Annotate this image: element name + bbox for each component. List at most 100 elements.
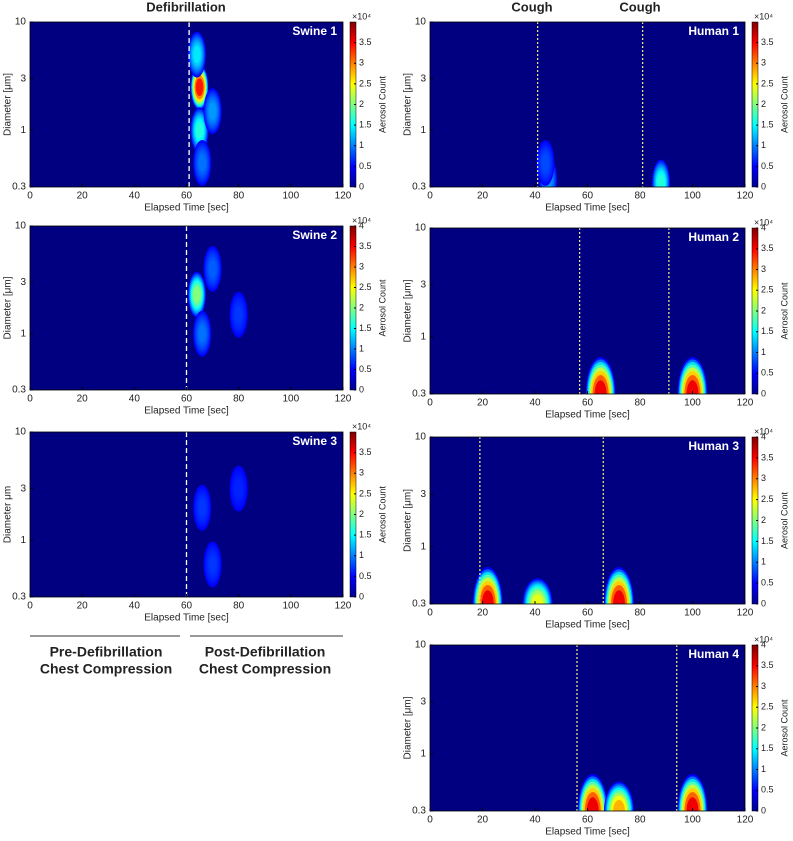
x-tick-label: 20 xyxy=(477,815,489,826)
x-tick-label: 0 xyxy=(427,608,433,619)
panel-title: Human 2 xyxy=(688,230,739,244)
x-tick-label: 60 xyxy=(181,601,193,612)
contour xyxy=(541,154,550,172)
x-tick-label: 120 xyxy=(335,191,352,202)
contour xyxy=(198,324,206,343)
colorbar-tick-label: 2 xyxy=(359,302,364,312)
colorbar-tick-label: 2.5 xyxy=(359,78,372,88)
y-tick-label: 1 xyxy=(20,328,26,339)
colorbar-exponent: ×10⁴ xyxy=(352,421,371,431)
colorbar-tick-label: 3.5 xyxy=(359,447,372,457)
contour xyxy=(208,260,217,278)
colorbar-tick-label: 2.5 xyxy=(359,488,372,498)
colorbar-tick-label: 0.5 xyxy=(761,578,774,588)
colorbar-tick-label: 0.5 xyxy=(359,161,372,171)
x-tick-label: 0 xyxy=(27,601,33,612)
peaks xyxy=(585,357,708,394)
colorbar-tick-label: 2 xyxy=(761,722,766,732)
y-tick-label: 10 xyxy=(15,221,27,232)
colorbar-tick-label: 1 xyxy=(761,140,766,150)
hotspot xyxy=(193,139,212,186)
x-tick-label: 100 xyxy=(282,191,299,202)
colorbar-tick-label: 0.5 xyxy=(761,161,774,171)
colorbar-label: Aerosol Count xyxy=(377,279,387,337)
y-tick-label: 1 xyxy=(420,125,426,136)
colorbar-tick-label: 4 xyxy=(359,220,364,230)
y-tick-label: 0.3 xyxy=(12,592,26,603)
y-axis-label: Diameter [μm] xyxy=(403,73,414,136)
plot-background xyxy=(430,22,745,187)
colorbar-tick-label: 0 xyxy=(359,591,364,601)
colorbar-tick-label: 2.5 xyxy=(761,78,774,88)
colorbar-tick-label: 0.5 xyxy=(359,571,372,581)
hotspot xyxy=(577,774,608,811)
hotspot xyxy=(229,465,248,512)
x-tick-label: 40 xyxy=(529,815,541,826)
colorbar-tick-label: 3.5 xyxy=(359,241,372,251)
colorbar-tick-label: 0 xyxy=(761,805,766,815)
x-tick-label: 0 xyxy=(427,815,433,826)
hotspot xyxy=(677,357,708,394)
contour xyxy=(195,78,204,97)
y-tick-label: 3 xyxy=(20,73,26,84)
contour xyxy=(613,799,625,811)
y-axis-label: Diameter [μm] xyxy=(403,279,414,342)
contour xyxy=(208,102,217,121)
x-tick-label: 100 xyxy=(684,398,701,409)
x-tick-label: 120 xyxy=(335,601,352,612)
x-tick-label: 20 xyxy=(77,601,89,612)
colorbar-tick-label: 1.5 xyxy=(761,536,774,546)
x-axis-label: Elapsed Time [sec] xyxy=(545,620,630,631)
y-tick-label: 1 xyxy=(420,332,426,343)
hotspot xyxy=(472,567,503,604)
y-tick-label: 1 xyxy=(20,125,26,136)
footer-label: Pre-Defibrillation xyxy=(50,644,163,660)
colorbar-tick-label: 4 xyxy=(761,639,766,649)
x-tick-label: 20 xyxy=(477,398,489,409)
hotspot xyxy=(522,578,553,604)
contour xyxy=(195,121,204,140)
contour xyxy=(193,285,201,304)
colorbar-exponent: ×10⁴ xyxy=(754,634,773,644)
contour xyxy=(234,479,243,498)
annotation: Defibrillation xyxy=(146,0,226,14)
y-tick-label: 0.3 xyxy=(12,182,26,193)
x-tick-label: 60 xyxy=(582,191,594,202)
x-tick-label: 100 xyxy=(684,191,701,202)
colorbar-exponent: ×10⁴ xyxy=(754,217,773,227)
y-axis-label: Diameter μm xyxy=(3,486,14,543)
y-tick-label: 0.3 xyxy=(412,182,426,193)
colorbar-tick-label: 3.5 xyxy=(761,452,774,462)
panel-title: Swine 3 xyxy=(292,434,337,448)
peaks xyxy=(472,567,634,604)
plot-background xyxy=(30,22,343,187)
colorbar-tick-label: 0 xyxy=(761,598,766,608)
hotspot xyxy=(604,781,634,811)
x-tick-label: 60 xyxy=(582,815,594,826)
x-tick-label: 80 xyxy=(634,608,646,619)
annotation: Cough xyxy=(511,0,552,14)
colorbar-tick-label: 0 xyxy=(761,388,766,398)
y-tick-label: 10 xyxy=(415,640,427,651)
hotspot xyxy=(187,31,206,78)
x-tick-label: 60 xyxy=(582,608,594,619)
colorbar-label: Aerosol Count xyxy=(779,282,789,340)
y-tick-label: 3 xyxy=(420,697,426,708)
x-tick-label: 40 xyxy=(129,601,141,612)
y-tick-label: 1 xyxy=(420,541,426,552)
y-tick-label: 0.3 xyxy=(412,599,426,610)
colorbar-tick-label: 1.5 xyxy=(359,323,372,333)
peaks xyxy=(193,465,248,588)
hotspot xyxy=(203,245,222,292)
y-tick-label: 10 xyxy=(415,223,427,234)
x-axis-label: Elapsed Time [sec] xyxy=(144,203,229,214)
hotspot xyxy=(203,88,222,135)
contour xyxy=(198,154,206,172)
colorbar-tick-label: 3 xyxy=(359,58,364,68)
x-tick-label: 60 xyxy=(582,398,594,409)
colorbar-tick-label: 3.5 xyxy=(359,37,372,47)
x-tick-label: 100 xyxy=(684,815,701,826)
colorbar-label: Aerosol Count xyxy=(779,491,789,549)
